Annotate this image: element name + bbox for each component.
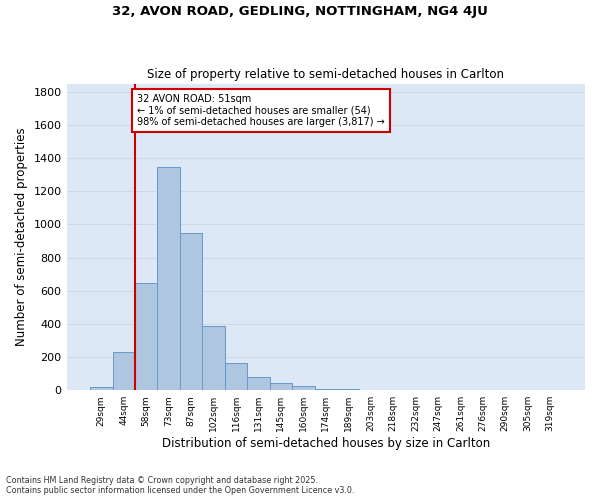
Y-axis label: Number of semi-detached properties: Number of semi-detached properties <box>15 128 28 346</box>
Bar <box>314 388 337 390</box>
X-axis label: Distribution of semi-detached houses by size in Carlton: Distribution of semi-detached houses by … <box>161 437 490 450</box>
Title: Size of property relative to semi-detached houses in Carlton: Size of property relative to semi-detach… <box>147 68 504 81</box>
Bar <box>90 387 113 390</box>
Bar <box>180 232 202 390</box>
Bar <box>135 284 157 390</box>
Bar <box>269 383 292 390</box>
Bar <box>202 326 225 390</box>
Bar <box>157 168 180 390</box>
Bar <box>225 363 247 390</box>
Bar <box>292 386 314 390</box>
Bar <box>247 377 269 390</box>
Bar <box>113 352 135 390</box>
Text: 32 AVON ROAD: 51sqm
← 1% of semi-detached houses are smaller (54)
98% of semi-de: 32 AVON ROAD: 51sqm ← 1% of semi-detache… <box>137 94 385 126</box>
Text: Contains HM Land Registry data © Crown copyright and database right 2025.
Contai: Contains HM Land Registry data © Crown c… <box>6 476 355 495</box>
Text: 32, AVON ROAD, GEDLING, NOTTINGHAM, NG4 4JU: 32, AVON ROAD, GEDLING, NOTTINGHAM, NG4 … <box>112 5 488 18</box>
